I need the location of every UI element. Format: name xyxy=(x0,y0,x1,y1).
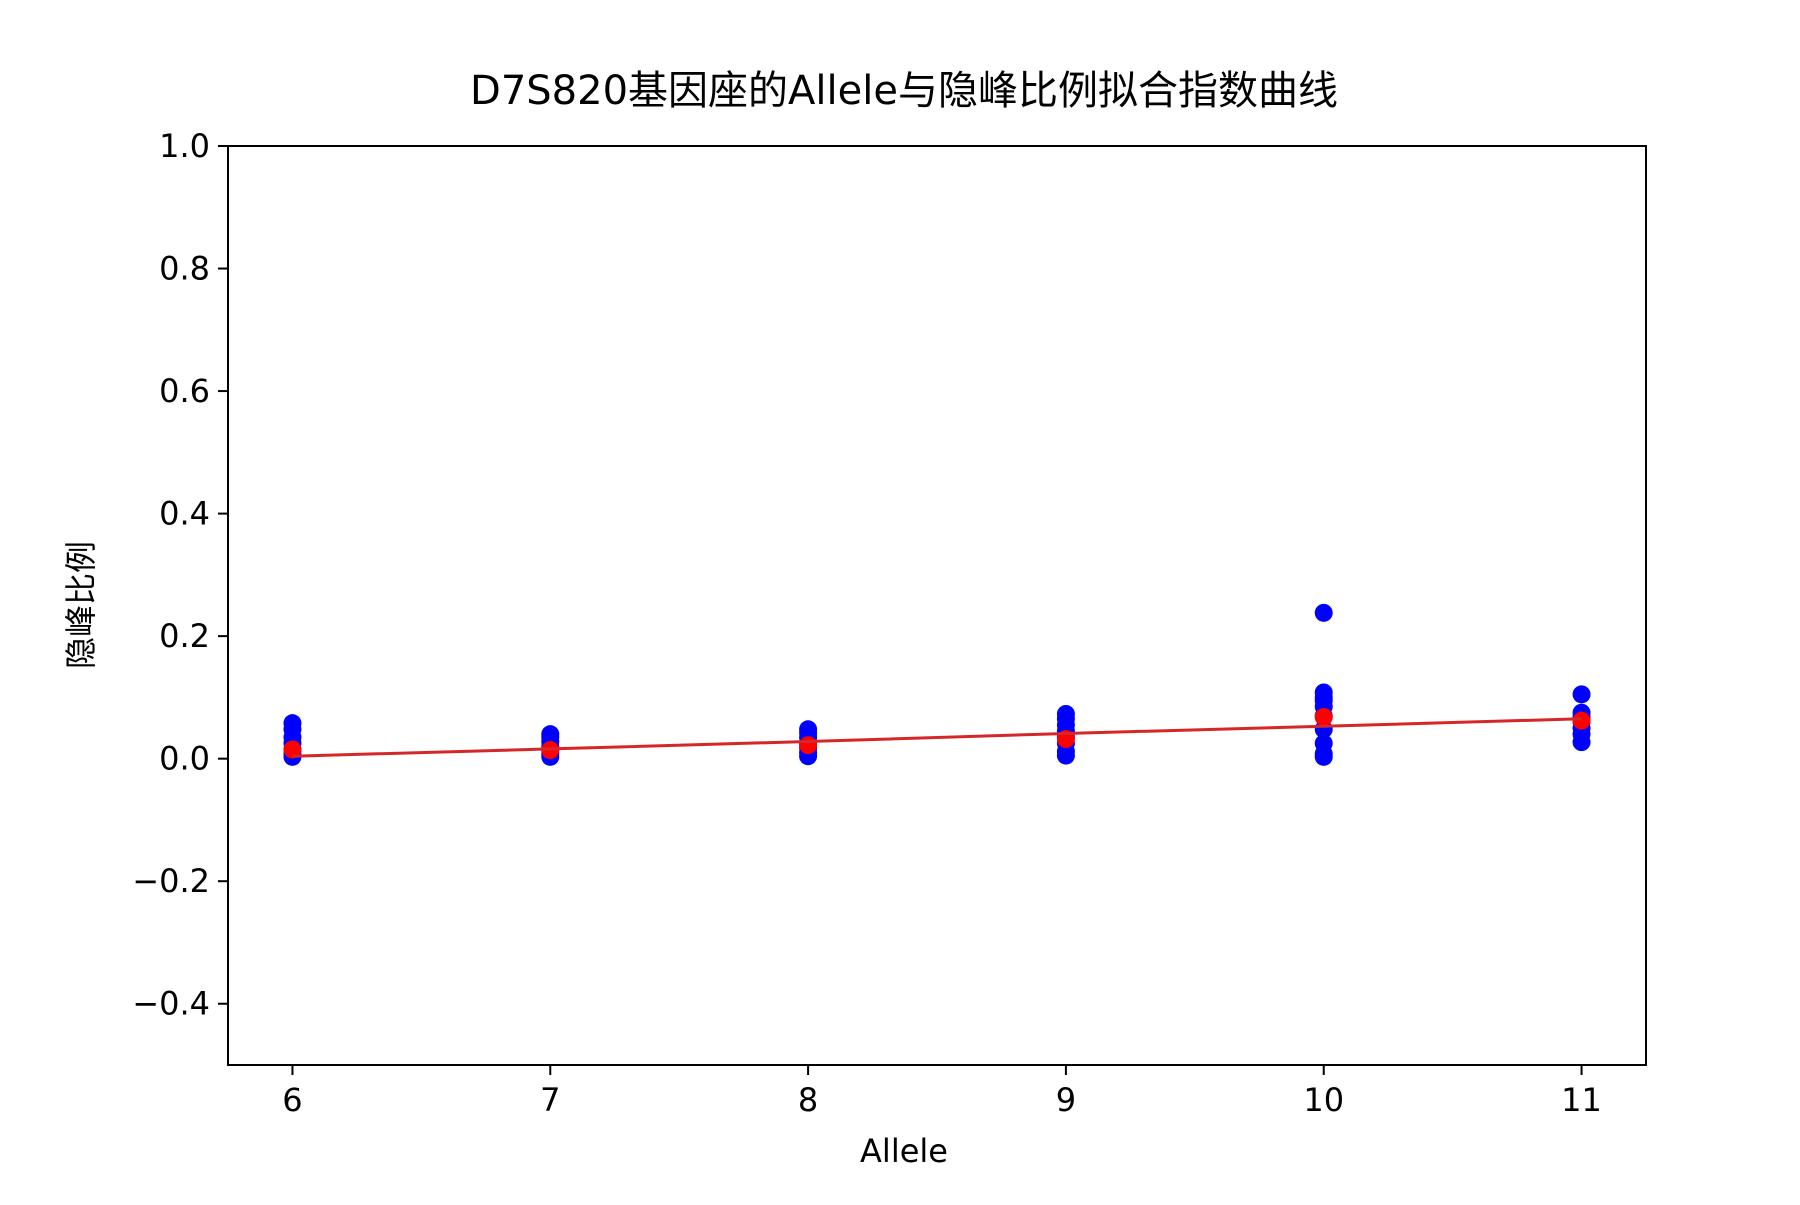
y-tick-label: 0.4 xyxy=(159,495,210,533)
series-2 xyxy=(292,717,1582,758)
series-1 xyxy=(283,708,1591,760)
x-axis: 6 7 8 9 10 11 xyxy=(282,1065,1602,1119)
mean-point xyxy=(799,736,818,755)
y-tick-label: −0.2 xyxy=(132,862,210,900)
observed-point xyxy=(1314,683,1333,702)
y-tick-label: 0.8 xyxy=(159,250,210,288)
observed-point xyxy=(1314,734,1333,753)
mean-point xyxy=(283,740,302,759)
mean-point xyxy=(1572,711,1591,730)
observed-point xyxy=(1314,603,1333,622)
x-axis-label: Allele xyxy=(860,1132,948,1170)
mean-point xyxy=(1314,708,1333,727)
fit-curve-line xyxy=(292,717,1582,758)
observed-point xyxy=(1056,704,1075,723)
y-tick-label: 0.2 xyxy=(159,617,210,655)
x-tick-label: 9 xyxy=(1056,1081,1076,1119)
x-tick-label: 6 xyxy=(282,1081,302,1119)
x-tick-label: 10 xyxy=(1303,1081,1344,1119)
plot-area xyxy=(283,603,1591,766)
observed-point xyxy=(1572,685,1591,704)
x-tick-label: 11 xyxy=(1561,1081,1602,1119)
y-tick-label: 0.6 xyxy=(159,372,210,410)
observed-point xyxy=(799,720,818,739)
observed-point xyxy=(283,714,302,733)
y-axis-label: 隐峰比例 xyxy=(62,541,100,669)
x-tick-label: 8 xyxy=(798,1081,818,1119)
observed-point xyxy=(541,725,560,744)
y-tick-label: 0.0 xyxy=(159,740,210,778)
y-axis: −0.4 −0.2 0.0 0.2 0.4 0.6 0.8 1.0 xyxy=(132,127,228,1023)
y-tick-label: 1.0 xyxy=(159,127,210,165)
x-tick-label: 7 xyxy=(540,1081,560,1119)
chart-title: D7S820基因座的Allele与隐峰比例拟合指数曲线 xyxy=(470,68,1338,114)
series-0 xyxy=(283,603,1591,766)
y-tick-label: −0.4 xyxy=(132,985,210,1023)
plot-frame xyxy=(227,145,1647,1066)
